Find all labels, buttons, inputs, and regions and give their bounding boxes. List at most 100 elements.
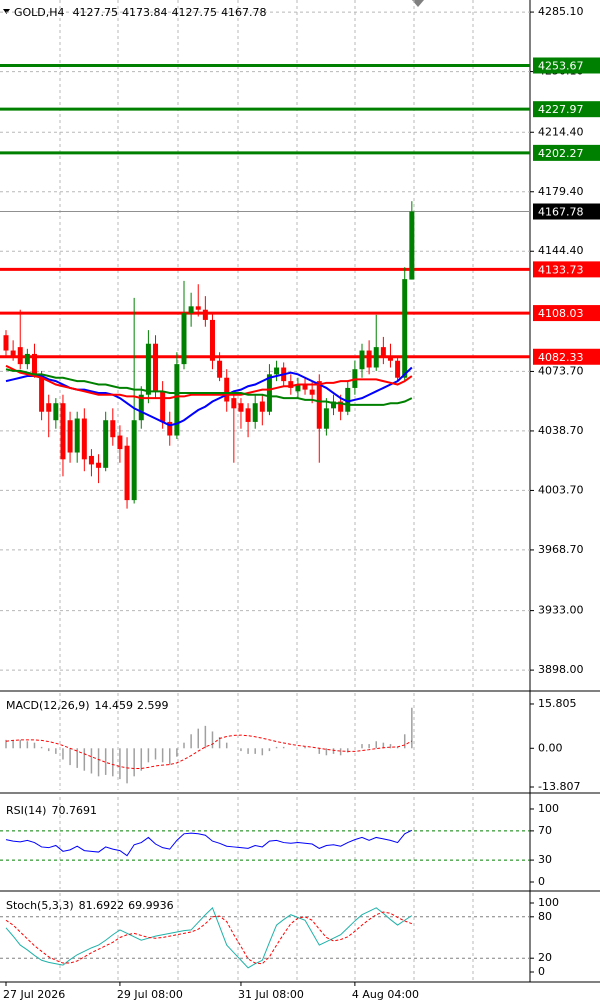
open-value: 4127.75	[73, 6, 119, 19]
x-tick-label: 31 Jul 08:00	[238, 988, 304, 1001]
candle-body	[231, 398, 237, 409]
y-tick-label: 100	[538, 802, 559, 815]
candle-body	[74, 418, 80, 453]
level-label: 4253.67	[538, 59, 584, 72]
candle-body	[288, 381, 294, 388]
indicator-value: 14.459	[95, 699, 134, 712]
panel-frames	[0, 0, 600, 983]
indicator-value: 70.7691	[51, 804, 97, 817]
candle-body	[174, 364, 180, 436]
candle-body	[96, 462, 102, 468]
candle-body	[60, 403, 66, 460]
y-tick-label: 4285.10	[538, 5, 584, 18]
menu-arrow	[3, 9, 10, 14]
indicator-line	[5, 911, 413, 965]
high-value: 4173.84	[122, 6, 168, 19]
y-tick-label: 15.805	[538, 697, 577, 710]
candle-body	[323, 408, 329, 429]
candle-body	[274, 367, 280, 375]
x-tick-label: 4 Aug 04:00	[352, 988, 419, 1001]
y-tick-label: 3968.70	[538, 543, 584, 556]
candle-body	[117, 435, 123, 450]
level-label-box	[533, 348, 600, 365]
candle-body	[160, 391, 166, 422]
indicator-value: 69.9936	[128, 899, 174, 912]
candle-body	[153, 343, 159, 392]
y-tick-label: 0.00	[538, 741, 563, 754]
y-tick-label: 4214.40	[538, 125, 584, 138]
moving-average	[5, 364, 413, 400]
candle-body	[402, 279, 408, 378]
candle-body	[3, 335, 9, 351]
candle-body	[373, 347, 379, 368]
candle-body	[167, 421, 173, 436]
candle-body	[380, 347, 386, 358]
y-tick-label: 100	[538, 896, 559, 909]
candle-body	[88, 455, 94, 465]
y-tick-label: -13.807	[538, 780, 580, 793]
candle-body	[316, 381, 322, 429]
candle-body	[39, 374, 45, 412]
candle-body	[209, 319, 215, 361]
y-tick-label: 4179.40	[538, 185, 584, 198]
candle-body	[188, 306, 194, 314]
candle-body	[195, 306, 201, 310]
candle-body	[395, 360, 401, 378]
y-tick-label: 4003.70	[538, 483, 584, 496]
y-tick-label: 70	[538, 824, 552, 837]
y-tick-label: 4073.70	[538, 364, 584, 377]
candle-body	[245, 408, 251, 422]
close-value: 4167.78	[221, 6, 267, 19]
chart-shift-marker	[412, 0, 424, 7]
x-tick-label: 27 Jul 2026	[3, 988, 65, 1001]
candle-body	[259, 401, 265, 412]
level-label-box	[533, 101, 600, 118]
y-tick-label: 30	[538, 853, 552, 866]
candle-body	[238, 403, 244, 412]
candle-body	[302, 384, 308, 390]
level-label-box	[533, 57, 600, 74]
level-label-box	[533, 305, 600, 322]
candle-body	[359, 350, 365, 370]
candle-body	[409, 211, 415, 280]
level-label-box	[533, 261, 600, 278]
candle-body	[131, 420, 137, 501]
indicator-line	[5, 829, 413, 857]
indicator-value: 2.599	[137, 699, 169, 712]
x-tick-label: 29 Jul 08:00	[117, 988, 183, 1001]
y-tick-label: 4038.70	[538, 424, 584, 437]
y-tick-label: 3898.00	[538, 663, 584, 676]
candle-body	[67, 420, 73, 453]
candle-body	[138, 394, 144, 421]
y-tick-label: 80	[538, 910, 552, 923]
candle-body	[110, 420, 116, 438]
symbol: GOLD,H4	[14, 6, 65, 19]
candle-body	[31, 353, 37, 375]
stoch-header: Stoch(5,3,3) 81.6922 69.9936	[6, 899, 174, 912]
candle-body	[145, 343, 151, 395]
candle-body	[252, 403, 258, 422]
indicator-title: RSI(14)	[6, 804, 46, 817]
macd-header: MACD(12,26,9) 14.459 2.599	[6, 699, 169, 712]
current-price-box	[533, 203, 600, 220]
y-tick-label: 20	[538, 951, 552, 964]
y-tick-label: 4144.40	[538, 244, 584, 257]
indicator-title: MACD(12,26,9)	[6, 699, 90, 712]
candle-body	[338, 401, 344, 412]
candle-body	[387, 357, 393, 361]
y-tick-label: 0	[538, 965, 545, 978]
candle-body	[17, 347, 23, 365]
candle-body	[266, 374, 272, 412]
level-label: 4108.03	[538, 307, 584, 320]
candle-body	[217, 360, 223, 378]
rsi-header: RSI(14) 70.7691	[6, 804, 97, 817]
y-tick-label: 3933.00	[538, 604, 584, 617]
candle-body	[224, 377, 230, 402]
candle-body	[309, 389, 315, 395]
indicator-line	[5, 906, 413, 969]
candle-body	[181, 313, 187, 365]
level-label: 4202.27	[538, 147, 584, 160]
low-value: 4127.75	[172, 6, 218, 19]
